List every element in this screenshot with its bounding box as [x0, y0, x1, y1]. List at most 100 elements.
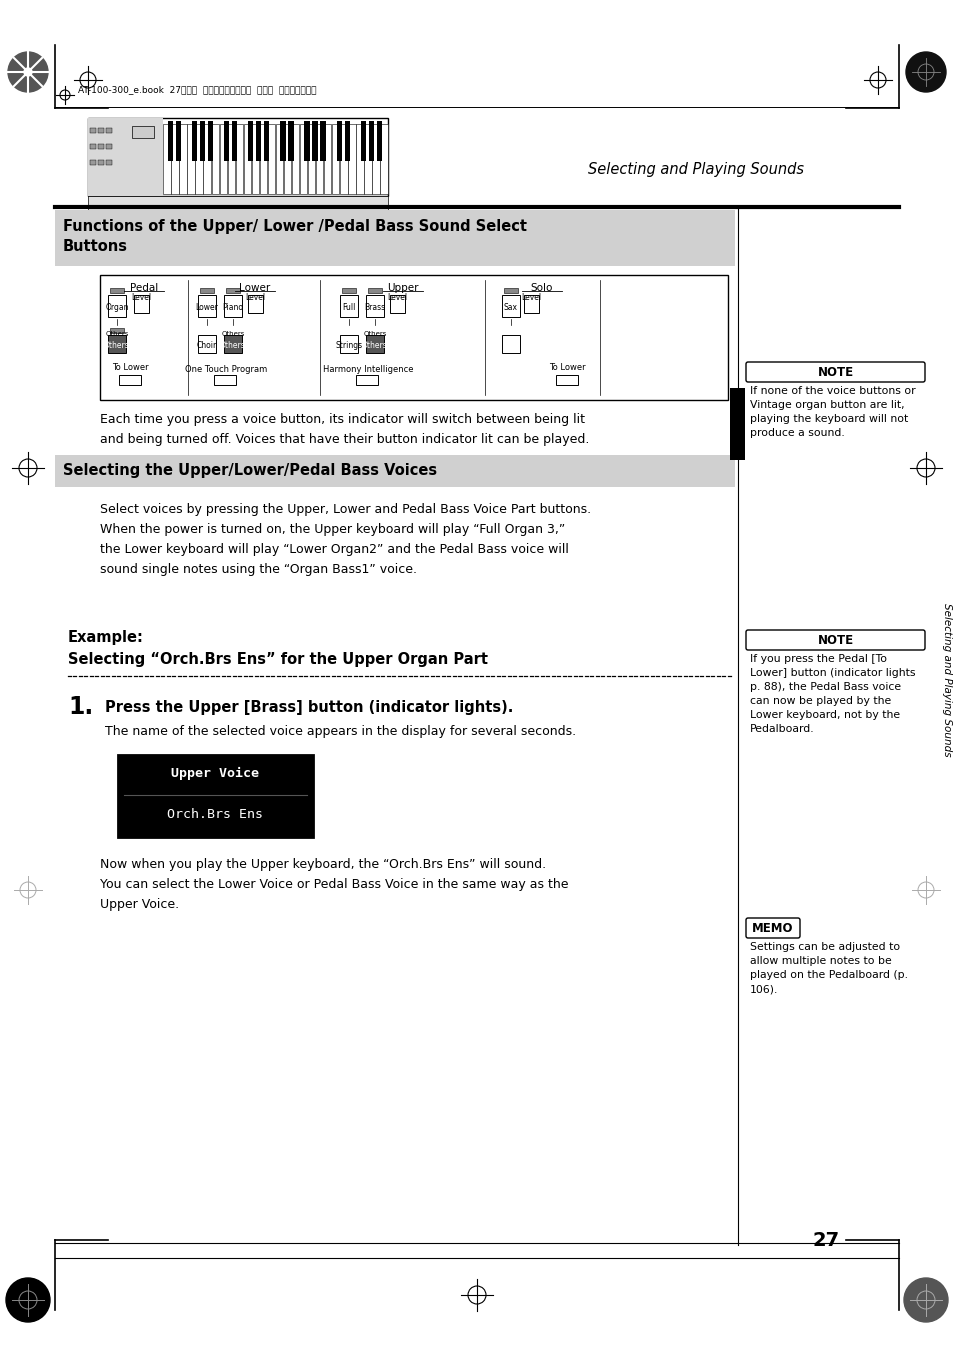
Circle shape [6, 1278, 50, 1323]
Text: Others: Others [105, 331, 129, 336]
Bar [368, 120, 374, 161]
Bar [224, 120, 229, 161]
Text: 1.: 1. [68, 694, 93, 719]
Bar [390, 295, 405, 313]
Bar [275, 124, 283, 195]
Bar [288, 120, 294, 161]
Bar [172, 124, 178, 195]
Bar [339, 335, 357, 353]
Circle shape [24, 68, 32, 76]
Bar [259, 124, 267, 195]
Bar [198, 295, 215, 317]
Text: To Lower: To Lower [112, 363, 148, 372]
Text: One Touch Program: One Touch Program [185, 365, 267, 374]
Text: Selecting and Playing Sounds: Selecting and Playing Sounds [587, 162, 803, 177]
Bar [203, 124, 211, 195]
Bar [348, 124, 355, 195]
Bar [133, 295, 149, 313]
Bar [248, 295, 263, 313]
Bar [252, 124, 259, 195]
Bar [224, 295, 242, 317]
Text: 27: 27 [812, 1231, 839, 1250]
Bar [284, 124, 291, 195]
Text: Full: Full [342, 304, 355, 312]
Bar [100, 276, 727, 400]
Text: Upper Voice: Upper Voice [172, 766, 259, 780]
Bar [523, 295, 538, 313]
Text: Sax: Sax [503, 304, 517, 312]
Text: If none of the voice buttons or
Vintage organ button are lit,
playing the keyboa: If none of the voice buttons or Vintage … [749, 386, 915, 438]
Bar [556, 376, 578, 385]
Text: Selecting and Playing Sounds: Selecting and Playing Sounds [941, 603, 951, 757]
Text: Solo: Solo [530, 282, 553, 293]
Text: Level: Level [245, 293, 265, 303]
Text: Lower: Lower [195, 304, 218, 312]
Text: Others: Others [363, 331, 386, 336]
Circle shape [8, 51, 48, 92]
Text: To Lower: To Lower [548, 363, 585, 372]
Bar [168, 120, 172, 161]
Bar [256, 120, 261, 161]
Bar [268, 124, 274, 195]
Text: NOTE: NOTE [817, 366, 853, 378]
Text: If you press the Pedal [To
Lower] button (indicator lights
p. 88), the Pedal Bas: If you press the Pedal [To Lower] button… [749, 654, 915, 734]
Bar [90, 159, 96, 165]
Bar [360, 120, 366, 161]
Bar [55, 455, 734, 486]
Text: Upper: Upper [387, 282, 418, 293]
Text: Organ: Organ [105, 304, 129, 312]
Text: Brass: Brass [364, 304, 385, 312]
Text: Selecting the Upper/Lower/Pedal Bass Voices: Selecting the Upper/Lower/Pedal Bass Voi… [63, 463, 436, 478]
Text: Functions of the Upper/ Lower /Pedal Bass Sound Select
Buttons: Functions of the Upper/ Lower /Pedal Bas… [63, 219, 526, 254]
Text: Pedal: Pedal [130, 282, 158, 293]
Bar [355, 376, 377, 385]
Text: Settings can be adjusted to
allow multiple notes to be
played on the Pedalboard : Settings can be adjusted to allow multip… [749, 942, 907, 994]
Text: Each time you press a voice button, its indicator will switch between being lit
: Each time you press a voice button, its … [100, 413, 589, 446]
Bar [366, 335, 384, 353]
Bar [200, 288, 213, 293]
Bar [200, 120, 205, 161]
Bar [118, 755, 313, 838]
Bar [90, 128, 96, 132]
Bar [232, 120, 237, 161]
Bar [98, 159, 104, 165]
FancyBboxPatch shape [745, 362, 924, 382]
Bar [501, 295, 519, 317]
Bar [729, 388, 744, 459]
Text: Example:: Example: [68, 630, 144, 644]
Bar [98, 145, 104, 149]
Bar [308, 124, 315, 195]
Bar [88, 118, 388, 196]
Bar [106, 128, 112, 132]
Text: Selecting “Orch.Brs Ens” for the Upper Organ Part: Selecting “Orch.Brs Ens” for the Upper O… [68, 653, 488, 667]
Bar [179, 124, 187, 195]
Text: Choir: Choir [196, 342, 217, 350]
Bar [339, 295, 357, 317]
Circle shape [905, 51, 945, 92]
Bar [119, 376, 141, 385]
Bar [208, 120, 213, 161]
Bar [110, 288, 124, 293]
Text: NOTE: NOTE [817, 634, 853, 647]
FancyBboxPatch shape [745, 630, 924, 650]
Text: The name of the selected voice appears in the display for several seconds.: The name of the selected voice appears i… [105, 725, 576, 738]
Text: Level: Level [387, 293, 407, 303]
Bar [187, 124, 194, 195]
Text: Select voices by pressing the Upper, Lower and Pedal Bass Voice Part buttons.
Wh: Select voices by pressing the Upper, Low… [100, 503, 591, 576]
Bar [344, 120, 350, 161]
Bar [299, 124, 307, 195]
Text: Others: Others [221, 331, 244, 336]
Bar [106, 145, 112, 149]
Text: Strings: Strings [335, 342, 362, 350]
Text: Press the Upper [Brass] button (indicator lights).: Press the Upper [Brass] button (indicato… [105, 700, 513, 715]
Bar [313, 120, 317, 161]
Text: Piano: Piano [222, 304, 243, 312]
Bar [226, 288, 240, 293]
Bar [324, 124, 331, 195]
Bar [55, 209, 734, 266]
Text: Level: Level [132, 293, 152, 303]
Bar [339, 124, 347, 195]
Text: Others: Others [220, 342, 246, 350]
Bar [175, 120, 181, 161]
Bar [98, 128, 104, 132]
